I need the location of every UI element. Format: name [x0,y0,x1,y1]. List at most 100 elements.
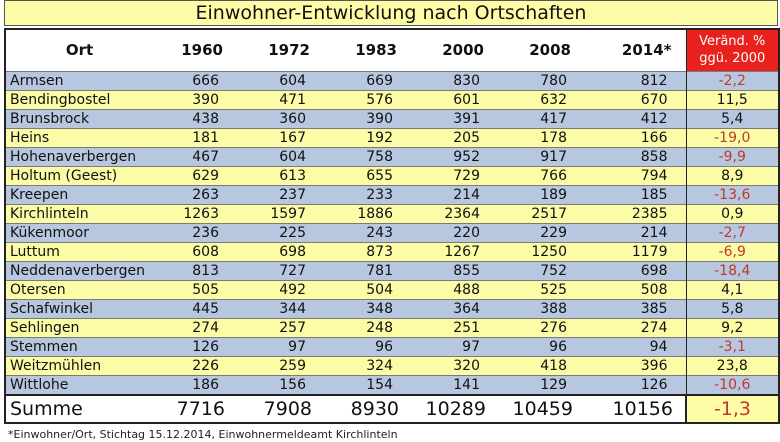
sum-change: -1,3 [685,393,780,424]
cell-ort: Sehlingen [5,317,153,337]
cell-1960: 181 [153,127,237,147]
header-change: Veränd. % ggü. 2000 [685,29,779,71]
cell-2008: 780 [498,70,585,90]
cell-1960: 438 [153,108,237,128]
cell-2008: 96 [498,336,585,356]
cell-1983: 192 [324,127,411,147]
cell-2008: 229 [498,222,585,242]
cell-change: 23,8 [685,355,779,375]
sum-1983: 8930 [324,393,411,423]
cell-change: -10,6 [685,374,779,395]
cell-change: -9,9 [685,146,779,166]
table-row: Stemmen 126 97 96 97 96 94 -3,1 [5,336,779,356]
cell-ort: Weitzmühlen [5,355,153,375]
cell-1983: 390 [324,108,411,128]
cell-ort: Stemmen [5,336,153,356]
sum-2000: 10289 [411,393,498,423]
cell-change: -19,0 [685,127,779,147]
cell-1972: 471 [237,89,324,109]
cell-2008: 752 [498,260,585,280]
cell-2008: 388 [498,298,585,318]
cell-2014: 2385 [585,203,686,223]
cell-1972: 698 [237,241,324,261]
cell-2014: 126 [585,374,686,395]
cell-2000: 1267 [411,241,498,261]
cell-change: -2,7 [685,222,779,242]
cell-2008: 418 [498,355,585,375]
table-row: Bendingbostel 390 471 576 601 632 670 11,5 [5,89,779,109]
cell-1972: 604 [237,146,324,166]
table-row: Hohenaverbergen 467 604 758 952 917 858 -9,9 [5,146,779,166]
cell-2014: 858 [585,146,686,166]
cell-ort: Kreepen [5,184,153,204]
cell-1960: 236 [153,222,237,242]
cell-change: -2,2 [685,70,779,90]
cell-2008: 917 [498,146,585,166]
cell-ort: Otersen [5,279,153,299]
cell-1960: 126 [153,336,237,356]
header-2008: 2008 [529,41,571,60]
cell-ort: Kirchlinteln [5,203,153,223]
cell-1972: 97 [237,336,324,356]
cell-ort: Schafwinkel [5,298,153,318]
cell-1983: 758 [324,146,411,166]
cell-1972: 156 [237,374,324,395]
cell-1960: 505 [153,279,237,299]
cell-2008: 178 [498,127,585,147]
sum-1960: 7716 [153,393,237,423]
sum-2014: 10156 [585,393,686,423]
cell-1960: 445 [153,298,237,318]
cell-1983: 669 [324,70,411,90]
population-table: Ort 1960 1972 1983 2000 2008 2014* Verän… [4,28,780,424]
cell-2000: 141 [411,374,498,395]
cell-2000: 2364 [411,203,498,223]
header-ort: Ort [65,41,94,60]
cell-2000: 364 [411,298,498,318]
cell-1972: 727 [237,260,324,280]
cell-1960: 1263 [153,203,237,223]
cell-2014: 1179 [585,241,686,261]
cell-1972: 1597 [237,203,324,223]
cell-2000: 391 [411,108,498,128]
cell-ort: Luttum [5,241,153,261]
cell-2000: 855 [411,260,498,280]
cell-1983: 96 [324,336,411,356]
cell-change: 11,5 [685,89,779,109]
cell-ort: Heins [5,127,153,147]
cell-ort: Armsen [5,70,153,90]
table-row: Kükenmoor 236 225 243 220 229 214 -2,7 [5,222,779,242]
cell-ort: Bendingbostel [5,89,153,109]
cell-1983: 248 [324,317,411,337]
cell-2000: 251 [411,317,498,337]
table-row: Holtum (Geest) 629 613 655 729 766 794 8,9 [5,165,779,185]
cell-1983: 504 [324,279,411,299]
cell-1960: 263 [153,184,237,204]
cell-1983: 324 [324,355,411,375]
cell-1972: 237 [237,184,324,204]
table-row: Weitzmühlen 226 259 324 320 418 396 23,8 [5,355,779,375]
cell-1960: 608 [153,241,237,261]
cell-2008: 417 [498,108,585,128]
footnote: *Einwohner/Ort, Stichtag 15.12.2014, Ein… [8,428,398,441]
cell-1960: 666 [153,70,237,90]
cell-2008: 129 [498,374,585,395]
cell-ort: Hohenaverbergen [5,146,153,166]
cell-1983: 655 [324,165,411,185]
cell-1960: 274 [153,317,237,337]
table-row: Otersen 505 492 504 488 525 508 4,1 [5,279,779,299]
header-1983: 1983 [355,41,397,60]
cell-1983: 233 [324,184,411,204]
cell-1972: 613 [237,165,324,185]
cell-1972: 344 [237,298,324,318]
cell-2014: 274 [585,317,686,337]
cell-1983: 873 [324,241,411,261]
cell-1960: 390 [153,89,237,109]
cell-change: 4,1 [685,279,779,299]
table-row: Schafwinkel 445 344 348 364 388 385 5,8 [5,298,779,318]
cell-2000: 488 [411,279,498,299]
cell-2000: 205 [411,127,498,147]
header-2000: 2000 [442,41,484,60]
cell-1960: 813 [153,260,237,280]
header-2014: 2014* [621,41,672,60]
cell-change: 9,2 [685,317,779,337]
